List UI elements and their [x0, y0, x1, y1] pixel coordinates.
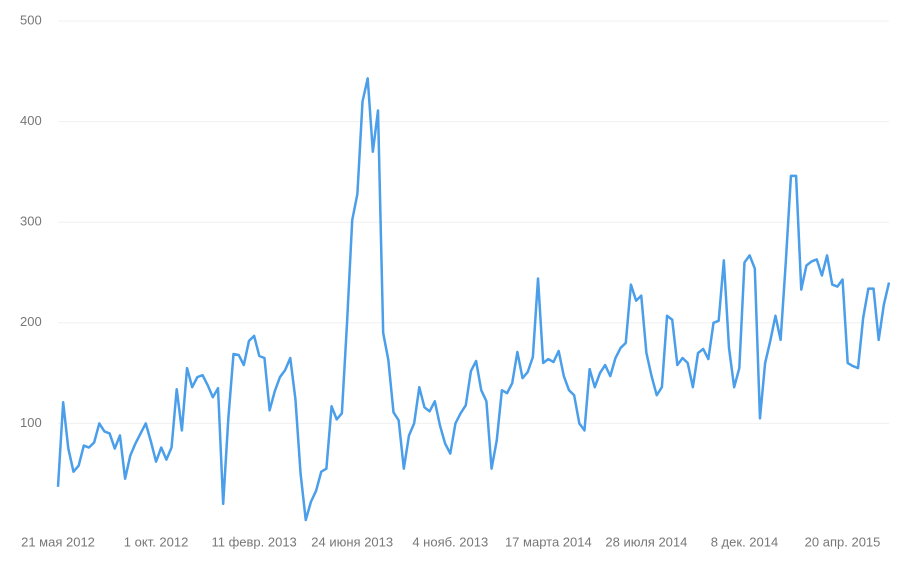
x-tick-label: 21 мая 2012: [21, 534, 95, 549]
x-tick-label: 11 февр. 2013: [211, 534, 296, 549]
y-tick-label: 300: [20, 214, 42, 229]
x-tick-label: 1 окт. 2012: [124, 534, 189, 549]
x-tick-label: 4 нояб. 2013: [412, 534, 488, 549]
x-tick-label: 20 апр. 2015: [805, 534, 881, 549]
x-tick-label: 17 марта 2014: [505, 534, 592, 549]
y-tick-label: 100: [20, 415, 42, 430]
y-tick-label: 500: [20, 12, 42, 27]
x-tick-label: 28 июля 2014: [605, 534, 687, 549]
line-series: [56, 77, 891, 522]
y-tick-label: 200: [20, 314, 42, 329]
x-tick-label: 24 июня 2013: [311, 534, 393, 549]
y-tick-label: 400: [20, 113, 42, 128]
x-tick-label: 8 дек. 2014: [711, 534, 779, 549]
